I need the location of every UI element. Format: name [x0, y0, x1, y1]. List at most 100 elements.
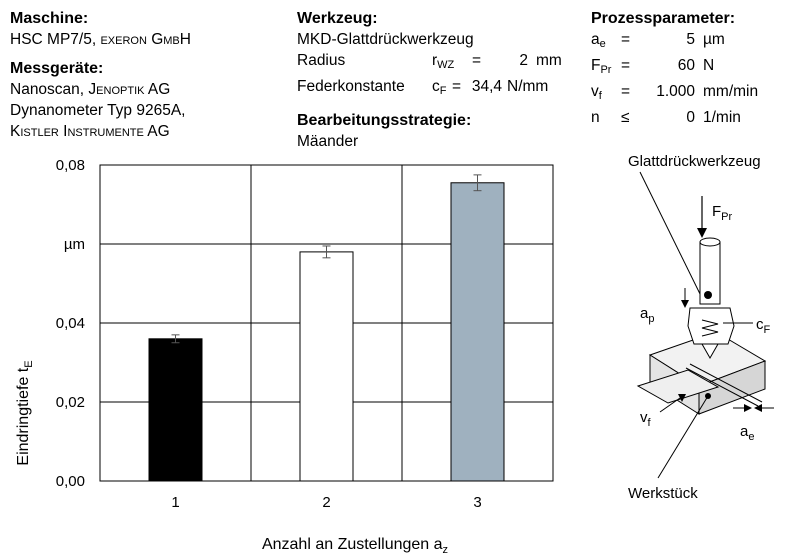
- workpiece-side: [698, 360, 766, 415]
- y-axis-label: Eindringtiefe tE: [15, 360, 35, 465]
- process-sym: a: [591, 31, 600, 48]
- x-tick-label: 2: [322, 494, 330, 511]
- spring-sub: F: [439, 85, 447, 97]
- process-symbol: FPr: [591, 55, 621, 81]
- process-unit: mm/min: [703, 83, 759, 100]
- x-tick-label: 3: [473, 494, 481, 511]
- y-tick-label: µm: [64, 236, 85, 253]
- measuring-line1-prefix: Nanoscan,: [10, 81, 89, 98]
- radius-symbol: rWZ: [432, 50, 472, 76]
- y-tick-label: 0,08: [56, 157, 85, 174]
- tool-spring-row: Federkonstante cF = 34,4 N/mm: [297, 76, 562, 102]
- tool-illustration: Glattdrückwerkzeug FPr ap cF vf ae Werks…: [628, 153, 774, 502]
- chart-error-bars: [171, 174, 482, 344]
- process-value: 1.000: [656, 83, 695, 100]
- plot-frame: [99, 164, 554, 482]
- process-row: vf = 1.000 mm/min: [591, 81, 758, 107]
- y-tick-labels: 0,00 0,02 0,04 µm 0,08: [56, 157, 85, 490]
- process-value: 5: [686, 31, 695, 48]
- process-op: =: [621, 83, 631, 100]
- tool-block: Werkzeug: MKD-Glattdrückwerkzeug Radius …: [297, 8, 562, 152]
- spring-eq: =: [452, 78, 462, 95]
- spring-unit: N/mm: [507, 78, 549, 95]
- cf-label: cF: [756, 316, 771, 336]
- process-sym: F: [591, 57, 601, 74]
- workpiece-step: [636, 369, 720, 404]
- tool-shaft-top: [699, 237, 721, 247]
- y-tick-label: 0,00: [56, 473, 85, 490]
- tool-label: Glattdrückwerkzeug: [628, 153, 761, 170]
- spring-sym: c: [432, 78, 440, 95]
- radius-unit: mm: [536, 52, 562, 69]
- spring-value: 34,4: [471, 78, 502, 95]
- machine-heading: Maschine:: [10, 10, 89, 27]
- radius-sym: r: [432, 52, 438, 69]
- process-sub: Pr: [600, 64, 612, 76]
- radius-sub: WZ: [437, 59, 455, 71]
- process-op: ≤: [621, 109, 630, 126]
- ae-label: ae: [740, 423, 754, 443]
- process-sub: f: [598, 90, 602, 102]
- x-axis-label: Anzahl an Zustellungen az: [262, 536, 448, 556]
- machine-block: Maschine: HSC MP7/5, exeron GmbH Messger…: [10, 8, 191, 142]
- process-op: =: [621, 57, 631, 74]
- measuring-line1: Nanoscan, Jenoptik AG: [10, 79, 191, 100]
- tool-name: MKD-Glattdrückwerkzeug: [297, 31, 474, 48]
- ap-label: ap: [640, 305, 654, 325]
- process-block: Prozessparameter: ae = 5 µm FPr = 60 N v…: [591, 8, 758, 128]
- process-sym: n: [591, 109, 600, 126]
- measuring-heading: Messgeräte:: [10, 60, 104, 77]
- vf-arrow-icon: [678, 394, 686, 402]
- spring-label: Federkonstante: [297, 78, 405, 95]
- vf-arrow-line: [659, 397, 681, 413]
- tool-tip: [701, 343, 719, 360]
- machine-value: HSC MP7/5, exeron GmbH: [10, 29, 191, 50]
- process-unit: µm: [703, 31, 725, 48]
- radius-eq: =: [472, 52, 482, 69]
- process-unit: 1/min: [703, 109, 741, 126]
- process-value: 0: [686, 109, 695, 126]
- machine-value-prefix: HSC MP7/5,: [10, 31, 101, 48]
- force-label: FPr: [712, 203, 733, 223]
- chart-bars: [148, 182, 505, 482]
- process-unit: N: [703, 57, 715, 74]
- y-tick-label: 0,04: [56, 315, 85, 332]
- path-line: [685, 367, 759, 407]
- strategy-heading: Bearbeitungsstrategie:: [297, 112, 472, 129]
- process-value: 60: [677, 57, 695, 74]
- workpiece-label: Werkstück: [628, 485, 698, 502]
- machine-brand: exeron GmbH: [100, 31, 191, 48]
- measuring-line3: Kistler Instrumente AG: [10, 123, 170, 140]
- process-row: ae = 5 µm: [591, 29, 758, 55]
- spring-icon: [701, 319, 719, 337]
- x-tick-labels: 1 2 3: [171, 494, 481, 511]
- bar: [299, 251, 354, 482]
- tool-radius-row: Radius rWZ = 2 mm: [297, 50, 562, 76]
- process-symbol: vf: [591, 81, 621, 107]
- process-op: =: [621, 31, 631, 48]
- process-heading: Prozessparameter:: [591, 10, 736, 27]
- tool-leader-line: [639, 171, 703, 299]
- process-row: n ≤ 0 1/min: [591, 107, 758, 128]
- y-tick-label: 0,02: [56, 394, 85, 411]
- vf-label: vf: [640, 409, 652, 429]
- force-arrow-icon: [697, 228, 707, 238]
- workpiece-leader-line: [657, 395, 709, 479]
- bar: [450, 182, 505, 482]
- path-line: [689, 363, 763, 403]
- measuring-line2: Dynanometer Typ 9265A,: [10, 102, 186, 119]
- ae-arrow-icon: [744, 404, 752, 412]
- radius-value: 2: [519, 52, 528, 69]
- process-row: FPr = 60 N: [591, 55, 758, 81]
- process-sub: e: [599, 38, 606, 50]
- workpiece-dot: [705, 393, 711, 399]
- process-symbol: n: [591, 107, 621, 128]
- ap-arrow-icon: [681, 300, 689, 308]
- process-sym: v: [591, 83, 599, 100]
- measuring-line1-brand: Jenoptik AG: [88, 81, 171, 98]
- ae-arrow-icon: [754, 404, 762, 412]
- strategy-value: Mäander: [297, 133, 359, 150]
- tool-pin: [704, 291, 712, 299]
- x-tick-label: 1: [171, 494, 179, 511]
